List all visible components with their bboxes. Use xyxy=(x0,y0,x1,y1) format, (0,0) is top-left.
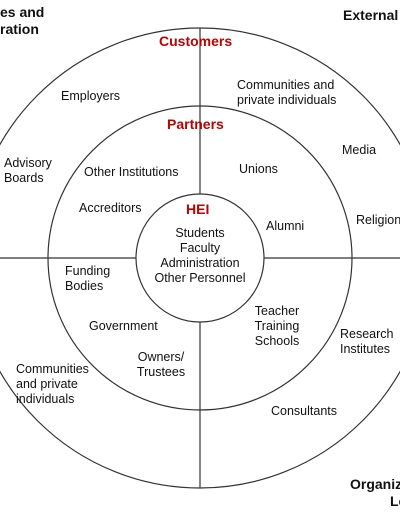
ring-title-partners: Partners xyxy=(167,116,224,132)
core-members: Students Faculty Administration Other Pe… xyxy=(140,226,260,286)
label-alumni: Alumni xyxy=(266,219,305,233)
label-owners-trustees: Owners/ Trustees xyxy=(136,350,186,379)
label-funding-bodies: Funding Bodies xyxy=(65,264,111,293)
corner-bottom-right-line2: Lo xyxy=(390,493,400,509)
core-member-students: Students xyxy=(175,226,225,240)
label-employers: Employers xyxy=(61,89,121,103)
label-unions: Unions xyxy=(239,162,278,176)
label-communities-bottom: Communities and private individuals xyxy=(16,362,89,406)
label-religion: Religion xyxy=(356,213,400,227)
corner-label-bottom-right: Organiz Lo xyxy=(350,476,400,510)
label-government: Government xyxy=(89,319,158,333)
label-accreditors: Accreditors xyxy=(79,201,142,215)
label-communities-top: Communities and private individuals xyxy=(237,78,337,107)
corner-label-top-right: External xyxy=(343,7,398,24)
ring-title-hei: HEI xyxy=(186,201,210,217)
core-member-other-personnel: Other Personnel xyxy=(154,271,246,285)
label-consultants: Consultants xyxy=(271,404,338,418)
core-member-faculty: Faculty xyxy=(179,241,221,255)
core-member-administration: Administration xyxy=(160,256,240,270)
label-advisory-boards: Advisory Boards xyxy=(4,156,52,185)
corner-bottom-right-line1: Organiz xyxy=(350,476,400,492)
corner-label-top-left: es and ration xyxy=(0,4,44,38)
label-research-institutes: Research Institutes xyxy=(340,327,394,356)
ring-title-customers: Customers xyxy=(159,33,233,49)
label-other-institutions: Other Institutions xyxy=(84,165,179,179)
corner-top-right-text: External xyxy=(343,7,399,23)
corner-top-left-text: es and ration xyxy=(0,4,45,37)
label-teacher-training: Teacher Training Schools xyxy=(254,304,300,348)
label-media: Media xyxy=(342,143,377,157)
